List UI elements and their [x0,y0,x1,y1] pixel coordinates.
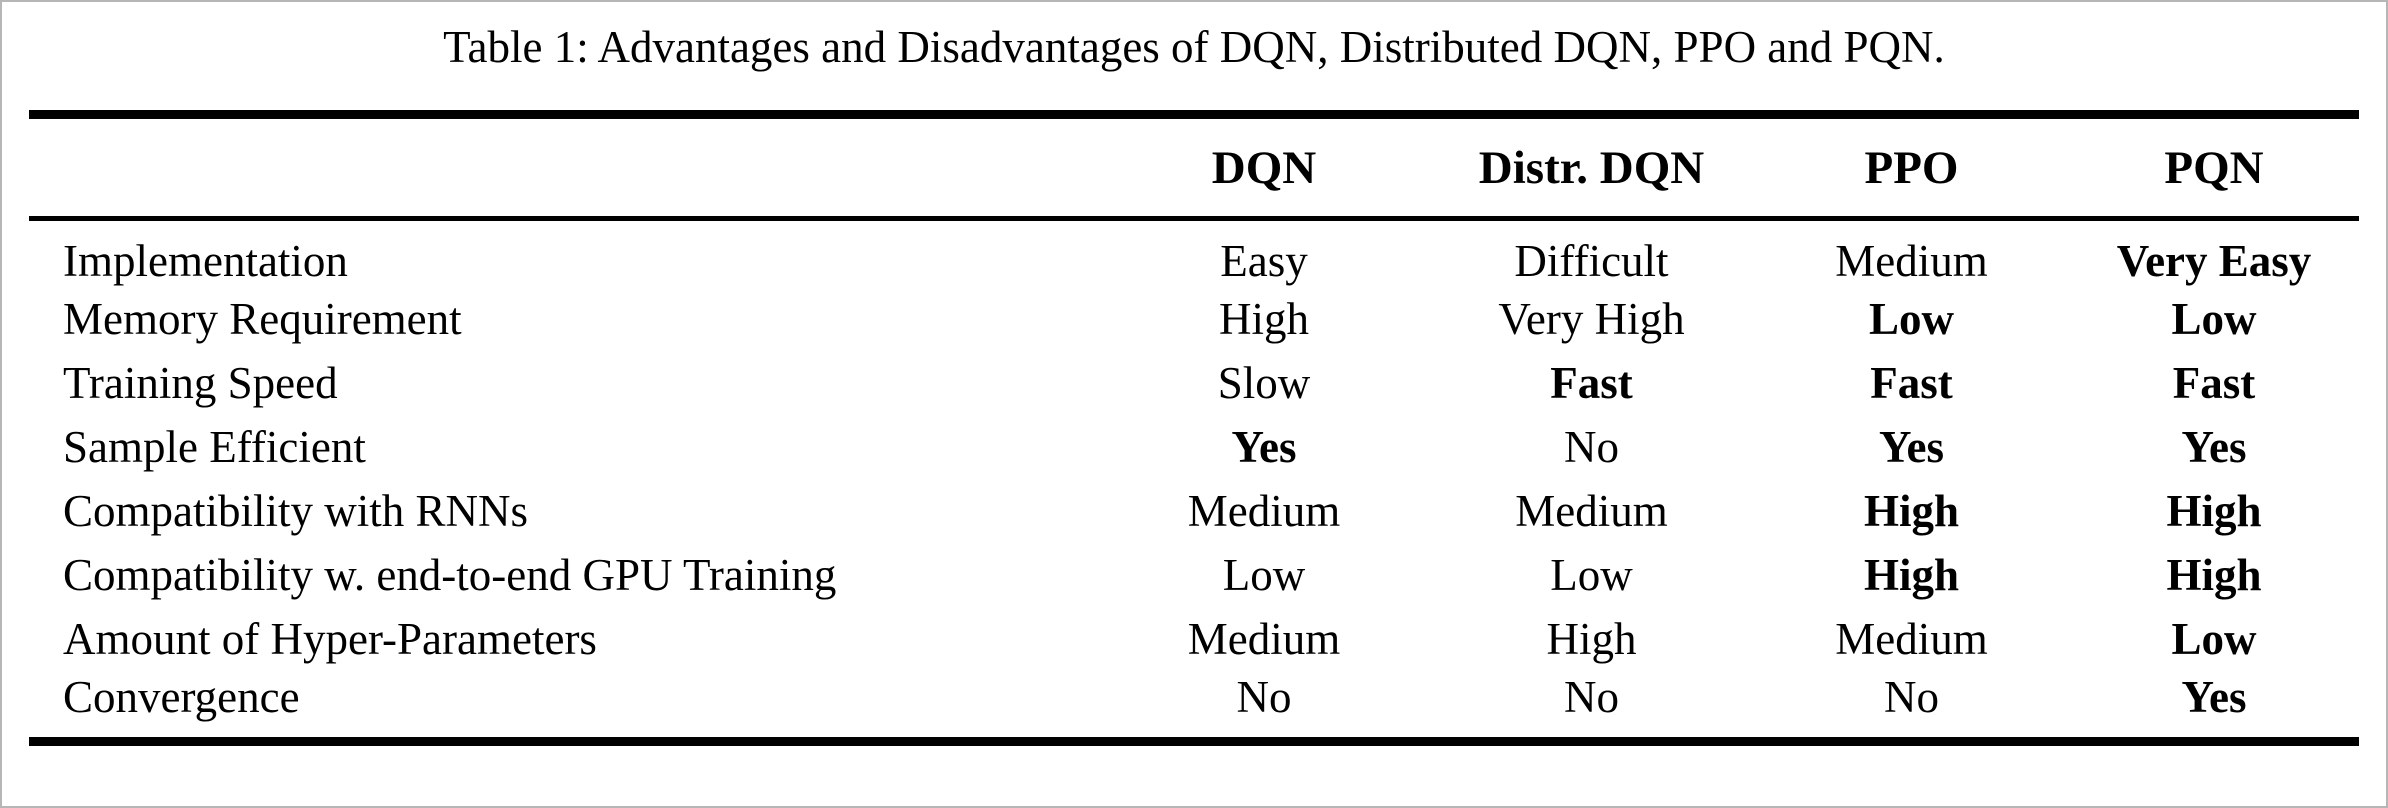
table-head: DQN Distr. DQN PPO PQN [29,110,2359,221]
table-cell: Low [1550,550,1633,600]
table-row: Convergence No No No Yes [29,671,2359,746]
table-cell: Low [1222,550,1306,600]
table-row: Implementation Easy Difficult Medium Very Ea… [29,219,2359,288]
row-label: Compatibility with RNNs [63,486,529,536]
table-cell: High [1546,614,1637,664]
header-distr-dqn: Distr. DQN [1429,110,1754,221]
header-pqn: PQN [2069,110,2359,221]
table-cell: Medium [1515,486,1668,536]
table-row: Compatibility with RNNs Medium Medium High H… [29,479,2359,543]
table-cell: Yes [2181,422,2247,472]
table-cell: High [2166,486,2262,536]
row-label: Compatibility w. end-to-end GPU Training [63,550,837,600]
row-label: Amount of Hyper-Parameters [63,614,597,664]
table-cell: Difficult [1514,236,1669,286]
row-label: Training Speed [63,358,338,408]
table-cell: No [1099,671,1429,746]
row-label: Implementation [63,236,348,286]
header-dqn: DQN [1099,110,1429,221]
table-cell: Slow [1217,358,1311,408]
row-label: Memory Requirement [63,294,462,344]
table-cell: Fast [1550,358,1633,408]
table-body: Implementation Easy Difficult Medium Very Ea… [29,219,2359,746]
header-ppo: PPO [1754,110,2069,221]
row-label: Convergence [29,671,1099,746]
table-row: Memory Requirement High Very High Low Low [29,287,2359,351]
table-cell: Fast [2172,358,2256,408]
table-cell: Yes [2069,671,2359,746]
table-cell: Very Easy [2116,236,2312,286]
table-caption: Table 1: Advantages and Disadvantages of… [2,16,2386,110]
table-cell: Medium [1835,614,1988,664]
row-label: Sample Efficient [63,422,366,472]
table-cell: No [1754,671,2069,746]
table-header-row: DQN Distr. DQN PPO PQN [29,110,2359,221]
table-cell: Very High [1498,294,1685,344]
table-cell: High [1863,550,1960,600]
table-cell: Low [2171,614,2257,664]
table-cell: High [1219,294,1309,344]
table-cell: High [1863,486,1960,536]
table-cell: Yes [1231,422,1297,472]
table-cell: Fast [1870,358,1953,408]
table-cell: Medium [1835,236,1988,286]
table-cell: Low [1868,294,1954,344]
table-caption-text: Table 1: Advantages and Disadvantages of… [443,22,1945,72]
table-row: Training Speed Slow Fast Fast Fast [29,351,2359,415]
table-row: Amount of Hyper-Parameters Medium High Medi… [29,607,2359,671]
table-cell: Low [2171,294,2257,344]
table-cell: No [1429,671,1754,746]
table-cell: No [1564,422,1619,472]
table-row: Sample Efficient Yes No Yes Yes [29,415,2359,479]
table-cell: High [2166,550,2262,600]
header-empty-cell [29,110,1099,221]
table-cell: Easy [1220,236,1308,286]
comparison-table: DQN Distr. DQN PPO PQN Implementation Eas… [29,110,2359,746]
table-cell: Medium [1187,486,1341,536]
table-row: Compatibility w. end-to-end GPU Training… [29,543,2359,607]
table-cell: Yes [1879,422,1944,472]
table-cell: Medium [1187,614,1341,664]
